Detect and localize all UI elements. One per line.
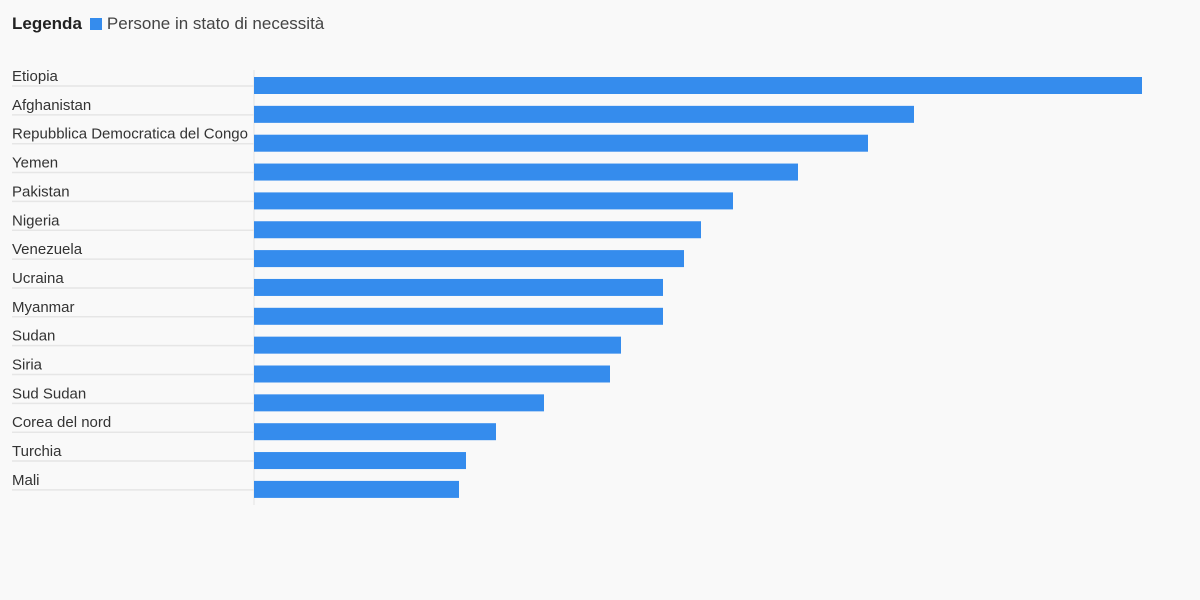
bar[interactable] — [254, 250, 684, 268]
category-label: Sudan — [12, 328, 55, 345]
bar[interactable] — [254, 192, 733, 210]
category-label: Repubblica Democratica del Congo — [12, 126, 248, 143]
bar[interactable] — [254, 134, 868, 152]
category-label: Turchia — [12, 443, 62, 460]
bar[interactable] — [254, 452, 466, 470]
bar[interactable] — [254, 365, 610, 383]
legend: Legenda Persone in stato di necessità — [12, 12, 324, 36]
category-label: Afghanistan — [12, 97, 91, 114]
bar[interactable] — [254, 423, 496, 441]
bar[interactable] — [254, 77, 1142, 94]
bar[interactable] — [254, 394, 544, 412]
bar[interactable] — [254, 336, 621, 354]
category-label: Myanmar — [12, 299, 75, 316]
category-label: Etiopia — [12, 68, 59, 85]
legend-item-label: Persone in stato di necessità — [106, 14, 325, 33]
bar[interactable] — [254, 163, 798, 181]
bar[interactable] — [254, 480, 459, 498]
category-label: Sud Sudan — [12, 385, 86, 402]
category-label: Corea del nord — [12, 414, 111, 431]
bar[interactable] — [254, 221, 701, 239]
category-label: Pakistan — [12, 183, 70, 200]
bar[interactable] — [254, 307, 663, 325]
bar[interactable] — [254, 278, 663, 296]
category-label: Venezuela — [12, 241, 83, 258]
category-label: Nigeria — [12, 212, 60, 229]
category-label: Ucraina — [12, 270, 64, 287]
bar[interactable] — [254, 105, 914, 123]
category-label: Yemen — [12, 155, 58, 172]
category-label: Siria — [12, 357, 43, 374]
legend-title: Legenda — [12, 14, 82, 33]
category-label: Mali — [12, 472, 40, 489]
legend-item[interactable]: Persone in stato di necessità — [89, 14, 325, 34]
legend-swatch — [89, 18, 102, 30]
